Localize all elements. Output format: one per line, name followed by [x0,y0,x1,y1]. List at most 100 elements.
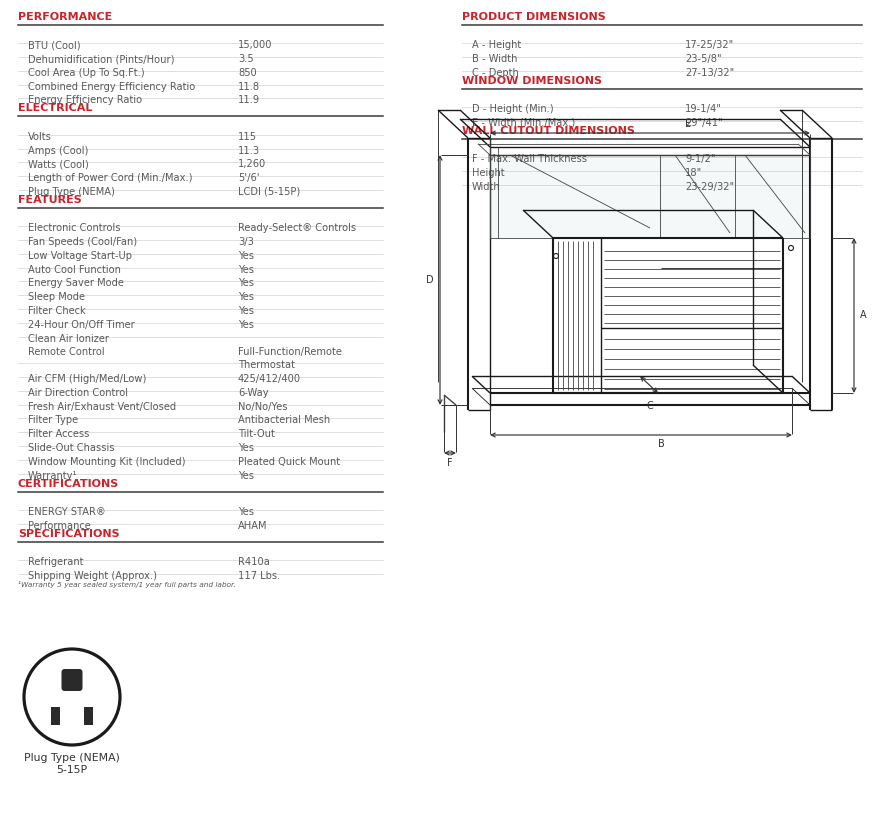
Text: 3.5: 3.5 [238,54,253,64]
Text: Cool Area (Up To Sq.Ft.): Cool Area (Up To Sq.Ft.) [28,68,144,78]
Text: A - Height: A - Height [472,40,521,51]
Text: 3/3: 3/3 [238,237,253,247]
Text: Filter Check: Filter Check [28,306,85,316]
Text: Volts: Volts [28,132,52,142]
Text: 11.8: 11.8 [238,82,260,92]
Text: WINDOW DIMENSIONS: WINDOW DIMENSIONS [462,76,602,86]
Text: Tilt-Out: Tilt-Out [238,430,275,439]
Text: Combined Energy Efficiency Ratio: Combined Energy Efficiency Ratio [28,82,195,92]
Text: FEATURES: FEATURES [18,195,82,205]
Text: AHAM: AHAM [238,521,268,531]
Text: 5'/6': 5'/6' [238,174,260,183]
Text: C: C [647,401,653,411]
Text: Height: Height [472,168,504,178]
Text: 11.9: 11.9 [238,95,260,105]
Text: Yes: Yes [238,471,254,481]
Text: R410a: R410a [238,557,270,567]
Text: Performance: Performance [28,521,91,531]
Text: F: F [447,458,453,468]
Text: Energy Saver Mode: Energy Saver Mode [28,279,124,289]
Text: Ready-Select® Controls: Ready-Select® Controls [238,223,356,233]
Text: Sleep Mode: Sleep Mode [28,293,85,302]
Text: Thermostat: Thermostat [238,360,295,370]
Text: 23-29/32": 23-29/32" [685,182,734,192]
Text: 15,000: 15,000 [238,40,273,51]
Text: 29"/41": 29"/41" [685,118,722,128]
Circle shape [24,649,120,745]
Bar [51,707,60,725]
FancyBboxPatch shape [62,669,83,691]
Text: Fresh Air/Exhaust Vent/Closed: Fresh Air/Exhaust Vent/Closed [28,402,176,412]
Text: Pleated Quick Mount: Pleated Quick Mount [238,457,341,467]
Text: Yes: Yes [238,251,254,261]
Text: Plug Type (NEMA): Plug Type (NEMA) [24,753,120,763]
Text: PRODUCT DIMENSIONS: PRODUCT DIMENSIONS [462,12,605,22]
Text: 11.3: 11.3 [238,146,260,156]
Text: Air Direction Control: Air Direction Control [28,388,128,398]
Text: Full-Function/Remote: Full-Function/Remote [238,347,341,358]
Text: Yes: Yes [238,443,254,453]
Text: Plug Type (NEMA): Plug Type (NEMA) [28,187,115,197]
Text: Yes: Yes [238,320,254,330]
Text: PERFORMANCE: PERFORMANCE [18,12,113,22]
Text: Warranty¹: Warranty¹ [28,471,77,481]
Text: Filter Type: Filter Type [28,416,78,425]
Text: LCDI (5-15P): LCDI (5-15P) [238,187,300,197]
Text: C - Depth: C - Depth [472,68,518,78]
Text: B: B [657,439,664,449]
Text: Yes: Yes [238,279,254,289]
Text: Low Voltage Start-Up: Low Voltage Start-Up [28,251,132,261]
Bar [84,707,93,725]
Text: Remote Control: Remote Control [28,347,105,358]
Text: Yes: Yes [238,306,254,316]
Text: Filter Access: Filter Access [28,430,90,439]
Text: E: E [686,119,692,129]
Text: F - Max. Wall Thickness: F - Max. Wall Thickness [472,154,587,165]
Text: SPECIFICATIONS: SPECIFICATIONS [18,529,120,539]
Text: Amps (Cool): Amps (Cool) [28,146,88,156]
Text: 117 Lbs.: 117 Lbs. [238,570,280,581]
Text: 425/412/400: 425/412/400 [238,374,301,384]
Text: D - Height (Min.): D - Height (Min.) [472,104,554,114]
Text: Clean Air Ionizer: Clean Air Ionizer [28,333,109,344]
Text: 18": 18" [685,168,702,178]
Text: 24-Hour On/Off Timer: 24-Hour On/Off Timer [28,320,135,330]
Text: 9-1/2": 9-1/2" [685,154,715,165]
Text: Shipping Weight (Approx.): Shipping Weight (Approx.) [28,570,157,581]
Text: Slide-Out Chassis: Slide-Out Chassis [28,443,114,453]
Text: B - Width: B - Width [472,54,517,64]
Text: ELECTRICAL: ELECTRICAL [18,104,92,113]
Text: 5-15P: 5-15P [56,765,88,775]
Text: 115: 115 [238,132,257,142]
Text: A: A [860,311,867,320]
Text: Auto Cool Function: Auto Cool Function [28,265,121,275]
Text: BTU (Cool): BTU (Cool) [28,40,81,51]
Text: 850: 850 [238,68,257,78]
Text: Antibacterial Mesh: Antibacterial Mesh [238,416,330,425]
Text: E - Width (Min./Max.): E - Width (Min./Max.) [472,118,576,128]
Text: 1,260: 1,260 [238,160,267,170]
Text: Air CFM (High/Med/Low): Air CFM (High/Med/Low) [28,374,146,384]
Text: Window Mounting Kit (Included): Window Mounting Kit (Included) [28,457,186,467]
Text: No/No/Yes: No/No/Yes [238,402,288,412]
Text: 17-25/32": 17-25/32" [685,40,734,51]
Text: Yes: Yes [238,507,254,517]
Text: WALL CUTOUT DIMENSIONS: WALL CUTOUT DIMENSIONS [462,126,634,136]
Text: ¹Warranty 5 year sealed system/1 year full parts and labor.: ¹Warranty 5 year sealed system/1 year fu… [18,581,236,588]
Text: Yes: Yes [238,293,254,302]
Text: ENERGY STAR®: ENERGY STAR® [28,507,106,517]
Text: Watts (Cool): Watts (Cool) [28,160,89,170]
Text: Width: Width [472,182,501,192]
Text: D: D [427,275,434,285]
Text: 6-Way: 6-Way [238,388,268,398]
Text: Dehumidification (Pints/Hour): Dehumidification (Pints/Hour) [28,54,174,64]
Text: Energy Efficiency Ratio: Energy Efficiency Ratio [28,95,143,105]
Text: Yes: Yes [238,265,254,275]
Text: CERTIFICATIONS: CERTIFICATIONS [18,478,120,489]
Text: 19-1/4": 19-1/4" [685,104,722,114]
Text: Refrigerant: Refrigerant [28,557,84,567]
Text: 27-13/32": 27-13/32" [685,68,734,78]
Polygon shape [660,155,810,238]
Text: Length of Power Cord (Min./Max.): Length of Power Cord (Min./Max.) [28,174,193,183]
Polygon shape [490,155,660,238]
